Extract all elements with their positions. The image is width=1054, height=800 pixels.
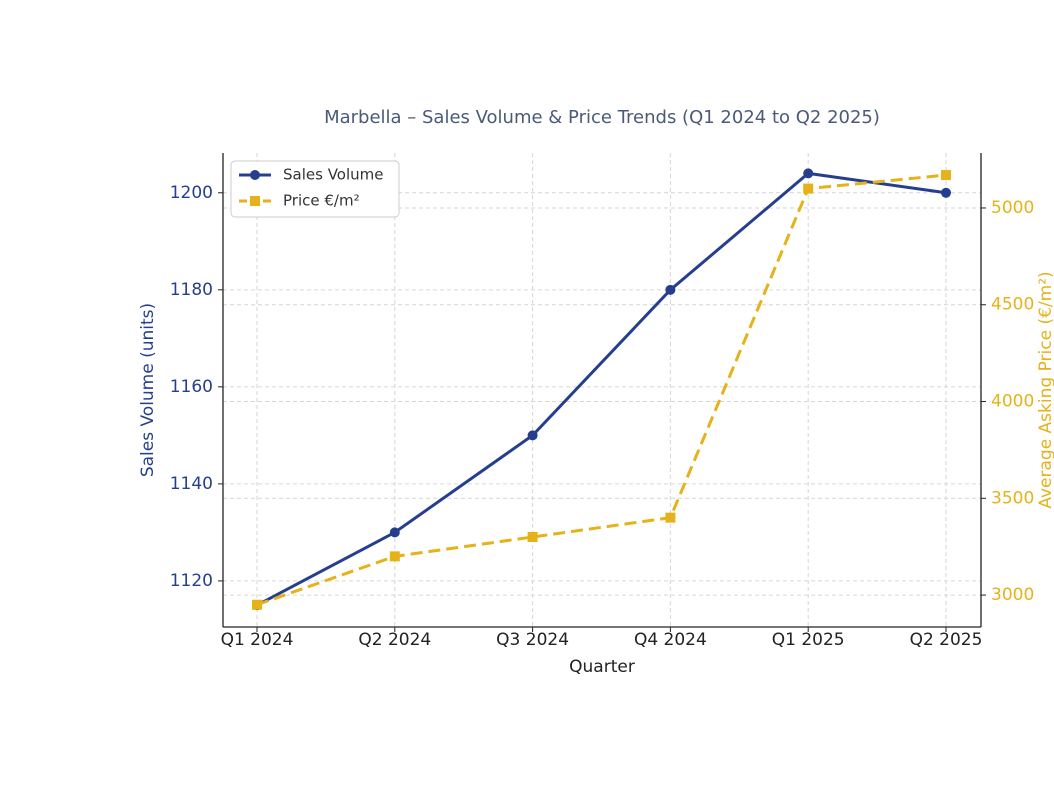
y2-tick-label: 5000 — [991, 198, 1034, 218]
legend-marker — [250, 170, 260, 180]
x-tick-label: Q2 2025 — [910, 630, 983, 650]
y2-tick-label: 3000 — [991, 585, 1034, 605]
y2-tick-label: 4000 — [991, 392, 1034, 412]
legend-label: Price €/m² — [283, 192, 360, 210]
data-point — [252, 599, 262, 610]
y-tick-label: 1180 — [170, 280, 213, 300]
x-tick-label: Q2 2024 — [358, 630, 431, 650]
series-line — [256, 173, 947, 607]
data-point — [527, 430, 538, 441]
data-point — [803, 168, 814, 179]
x-tick-label: Q4 2024 — [634, 630, 707, 650]
series-line — [256, 171, 947, 607]
y2-tick-label: 4500 — [991, 295, 1034, 315]
legend-marker — [250, 196, 260, 206]
x-tick-label: Q1 2024 — [221, 630, 294, 650]
y-tick-label: 1120 — [170, 571, 213, 591]
data-point — [803, 183, 814, 194]
data-point — [527, 532, 538, 542]
data-point — [665, 512, 676, 523]
y-axis-label: Sales Volume (units) — [138, 303, 158, 477]
x-tick-label: Q1 2025 — [772, 630, 845, 650]
data-point — [389, 527, 400, 538]
x-tick-label: Q3 2024 — [496, 630, 569, 650]
data-point — [941, 187, 951, 198]
y2-tick-label: 3500 — [991, 488, 1034, 508]
data-point — [665, 284, 676, 295]
x-axis-label: Quarter — [569, 657, 635, 677]
y-tick-label: 1160 — [170, 377, 213, 397]
data-point — [941, 170, 951, 181]
legend-box — [230, 160, 400, 218]
y-tick-label: 1140 — [170, 474, 213, 494]
y-tick-label: 1200 — [170, 183, 213, 203]
chart-title: Marbella – Sales Volume & Price Trends (… — [324, 107, 880, 128]
y2-axis-label: Average Asking Price (€/m²) — [1036, 271, 1054, 508]
legend-label: Sales Volume — [283, 166, 383, 184]
data-point — [389, 551, 400, 562]
